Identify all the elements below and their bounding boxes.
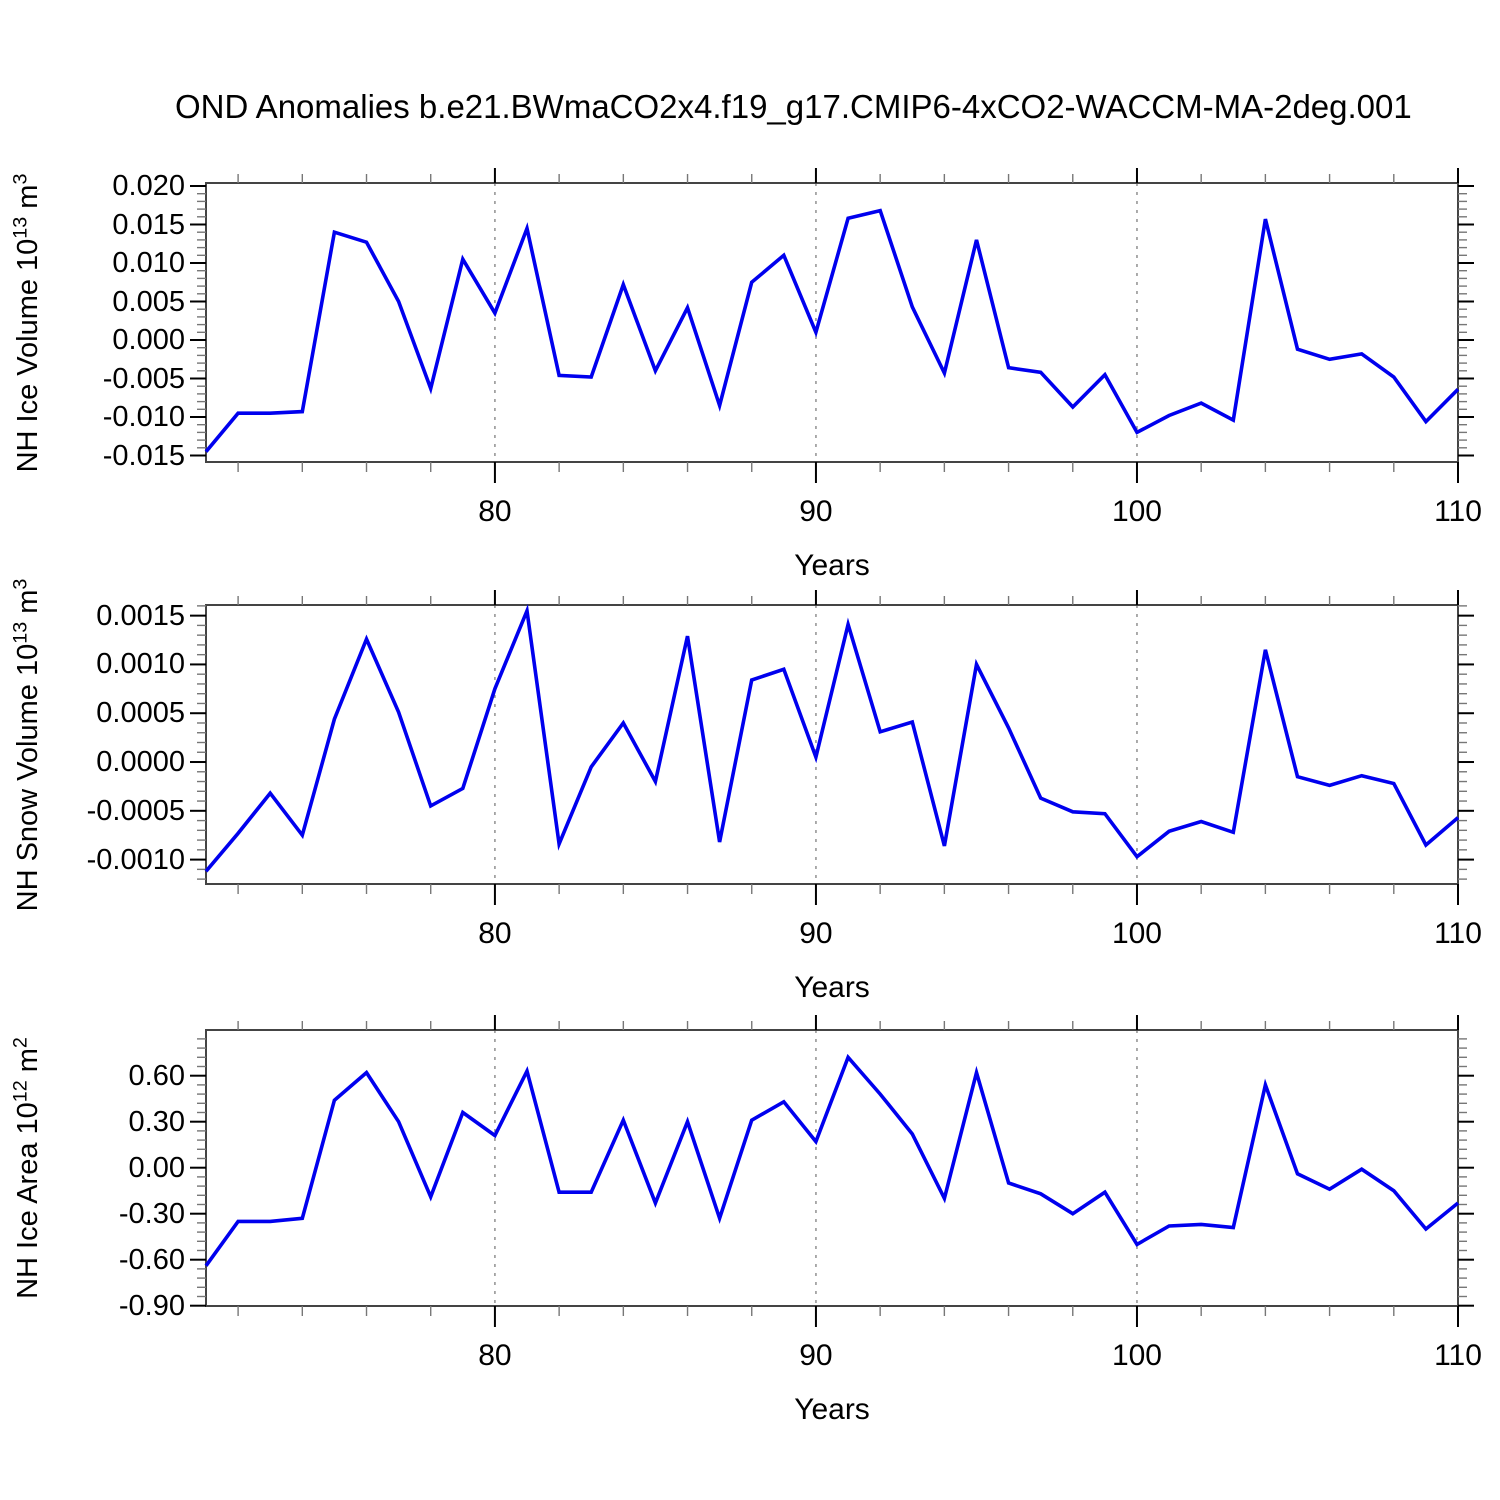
y-tick-label: 0.000 — [112, 324, 185, 356]
plot-frame — [205, 604, 1459, 885]
y-tick-label: -0.60 — [118, 1243, 185, 1276]
x-tick-label: 100 — [1111, 495, 1162, 528]
y-tick-label: 0.30 — [128, 1105, 185, 1138]
x-axis-title: Years — [794, 971, 870, 1004]
x-tick-label: 80 — [478, 495, 512, 528]
y-axis-title-text: m — [12, 1048, 44, 1081]
x-tick-label: 110 — [1434, 495, 1482, 528]
data-line-panel-1 — [204, 208, 1460, 453]
y-tick-label: -0.30 — [118, 1197, 185, 1230]
y-tick-label: -0.015 — [102, 439, 185, 472]
y-tick-label: 0.0005 — [96, 697, 185, 730]
unit-superscript: 13 — [9, 216, 32, 239]
y-tick-label: 0.0010 — [96, 648, 185, 681]
figure-title: OND Anomalies b.e21.BWmaCO2x4.f19_g17.CM… — [175, 88, 1412, 125]
x-tick-label: 100 — [1111, 1339, 1162, 1372]
x-tick-label: 110 — [1434, 1339, 1482, 1372]
plot-frame — [205, 1029, 1459, 1307]
y-tick-label: 0.0000 — [96, 746, 185, 779]
y-axis-title-text: NH Snow Volume 10 — [12, 643, 44, 911]
x-tick-label: 90 — [799, 917, 833, 950]
data-line-panel-2 — [204, 603, 1460, 873]
y-axis-title: NH Ice Area 1012 m2 — [9, 888, 47, 1448]
y-tick-label: 0.0015 — [96, 599, 185, 632]
y-tick-label: -0.010 — [102, 401, 185, 433]
plot-frame — [205, 182, 1459, 463]
y-axis-title-text: NH Ice Area 10 — [12, 1102, 44, 1299]
y-tick-label: -0.0010 — [86, 843, 185, 876]
y-tick-label: -0.90 — [118, 1289, 185, 1322]
x-tick-label: 90 — [799, 495, 833, 528]
y-tick-label: 0.00 — [128, 1151, 185, 1184]
unit-superscript: 12 — [9, 1080, 32, 1103]
y-tick-label: 0.60 — [128, 1059, 185, 1092]
unit-superscript: 3 — [9, 173, 32, 185]
x-tick-label: 100 — [1111, 917, 1162, 950]
y-tick-label: 0.020 — [112, 170, 185, 202]
x-axis-title: Years — [794, 1393, 870, 1426]
y-tick-label: -0.0005 — [86, 794, 185, 827]
x-tick-label: 110 — [1434, 917, 1482, 950]
data-line-panel-3 — [204, 1053, 1460, 1267]
y-axis-title-text: m — [12, 589, 44, 622]
x-tick-label: 90 — [799, 1339, 833, 1372]
y-axis-title-text: NH Ice Volume 10 — [12, 238, 44, 472]
y-tick-label: 0.005 — [112, 285, 185, 318]
y-axis-title-text: m — [12, 184, 44, 217]
x-axis-title: Years — [794, 549, 870, 582]
unit-superscript: 3 — [9, 578, 32, 590]
unit-superscript: 13 — [9, 621, 32, 644]
y-tick-label: 0.015 — [112, 208, 185, 241]
y-tick-label: -0.005 — [102, 362, 185, 395]
y-tick-label: 0.010 — [112, 247, 185, 279]
x-tick-label: 80 — [478, 917, 512, 950]
unit-superscript: 2 — [9, 1037, 32, 1049]
x-tick-label: 80 — [478, 1339, 512, 1372]
